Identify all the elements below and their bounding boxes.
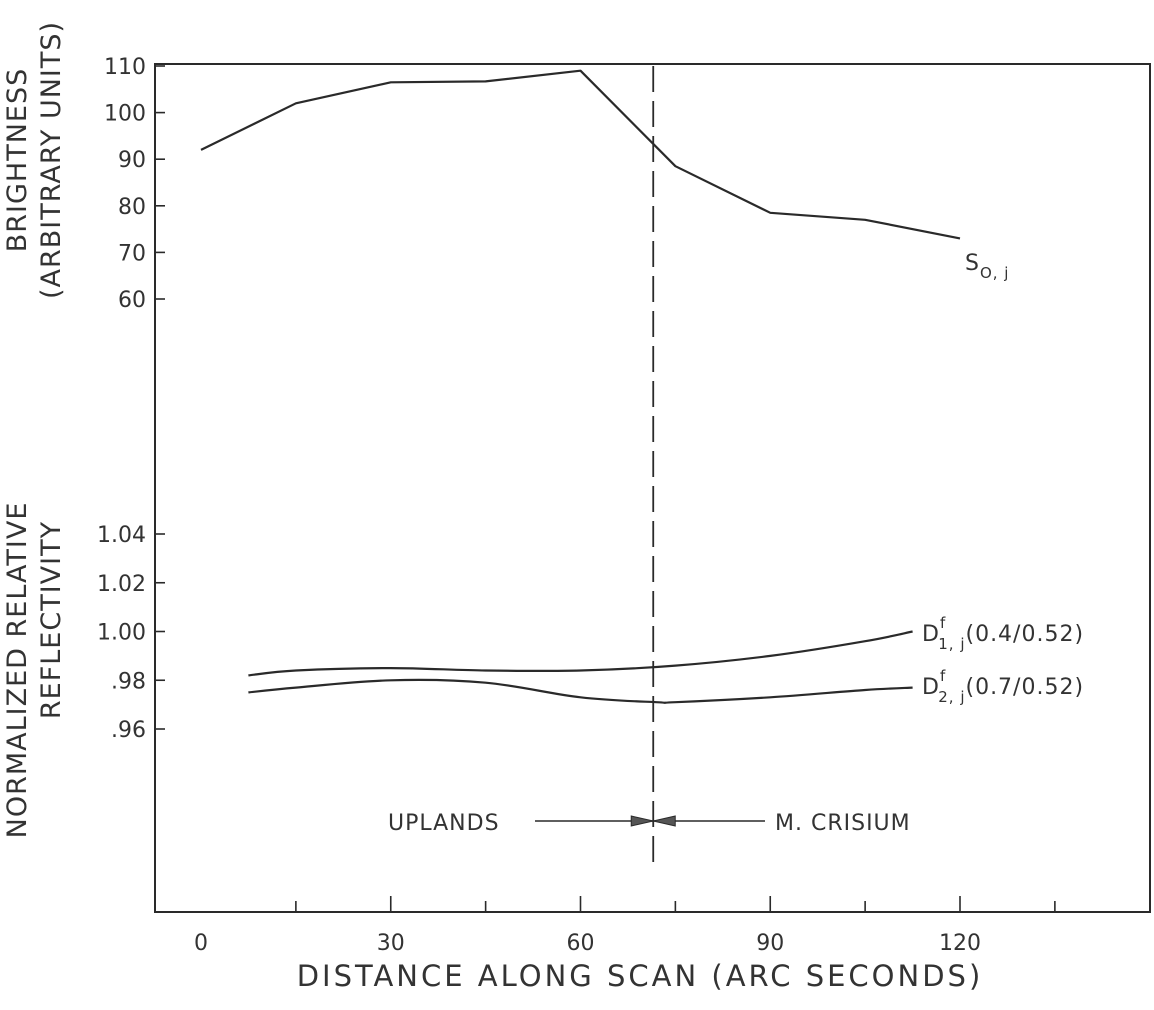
y-tick-label: .96 xyxy=(111,718,146,743)
y-axis-title-bottom-line2: REFLECTIVITY xyxy=(36,521,67,719)
x-tick-label: 30 xyxy=(377,931,405,956)
y-tick-label: 1.02 xyxy=(97,572,146,597)
series-line-panel1-0 xyxy=(248,630,913,677)
series-label-d2j: Df 2, j(0.7/0.52) xyxy=(922,667,1084,706)
y-axis-title-top-line2: (ARBITRARY UNITS) xyxy=(36,21,67,299)
y-tick-label: 70 xyxy=(118,241,146,266)
y-tick-label: 60 xyxy=(118,288,146,313)
y-tick-label: 1.00 xyxy=(97,621,146,646)
series-label-d1j-sub: 1, j xyxy=(938,635,965,653)
y-tick-label: 90 xyxy=(118,148,146,173)
plot-frame xyxy=(154,63,1151,913)
series-label-d2j-suffix: (0.7/0.52) xyxy=(965,675,1084,700)
y-tick-label: 80 xyxy=(118,195,146,220)
series-line-panel1-1 xyxy=(248,678,913,704)
series-layer xyxy=(200,69,961,704)
series-label-d2j-sup: f xyxy=(940,667,946,685)
crisium-label: M. CRISIUM xyxy=(775,811,911,836)
annotation-layer xyxy=(535,66,765,865)
series-label-s0j-sub: O, j xyxy=(980,264,1010,282)
ticks-layer: 0 30 60 90 120 60 70 80 90 100 110 .96 .98 1.00 1.02 1.… xyxy=(97,55,1056,956)
series-label-d1j: Df 1, j(0.4/0.52) xyxy=(922,614,1084,653)
x-tick-label: 90 xyxy=(756,931,784,956)
x-tick-label: 120 xyxy=(939,931,981,956)
uplands-arrowhead xyxy=(630,815,654,827)
y-tick-label: 1.04 xyxy=(97,523,146,548)
y-axis-title-top-line1: BRIGHTNESS xyxy=(2,68,33,253)
series-line-panel0-0 xyxy=(200,69,961,240)
x-axis-title: DISTANCE ALONG SCAN (ARC SECONDS) xyxy=(297,959,984,993)
x-tick-label: 60 xyxy=(567,931,595,956)
x-tick-label: 0 xyxy=(194,931,208,956)
series-label-s0j-main: S xyxy=(965,251,980,276)
crisium-arrowhead xyxy=(653,815,676,827)
series-label-d1j-main: D xyxy=(922,622,940,647)
y-tick-label: 100 xyxy=(104,102,146,127)
y-axis-title-bottom-line1: NORMALIZED RELATIVE xyxy=(2,502,33,839)
series-label-d2j-sub: 2, j xyxy=(938,688,965,706)
series-label-d1j-sup: f xyxy=(940,614,946,632)
y-tick-label: 110 xyxy=(104,55,146,80)
series-label-d2j-main: D xyxy=(922,675,940,700)
series-label-d1j-suffix: (0.4/0.52) xyxy=(965,622,1084,647)
series-label-s0j: SO, j xyxy=(965,251,1009,282)
y-tick-label: .98 xyxy=(111,669,146,694)
uplands-label: UPLANDS xyxy=(388,811,500,836)
